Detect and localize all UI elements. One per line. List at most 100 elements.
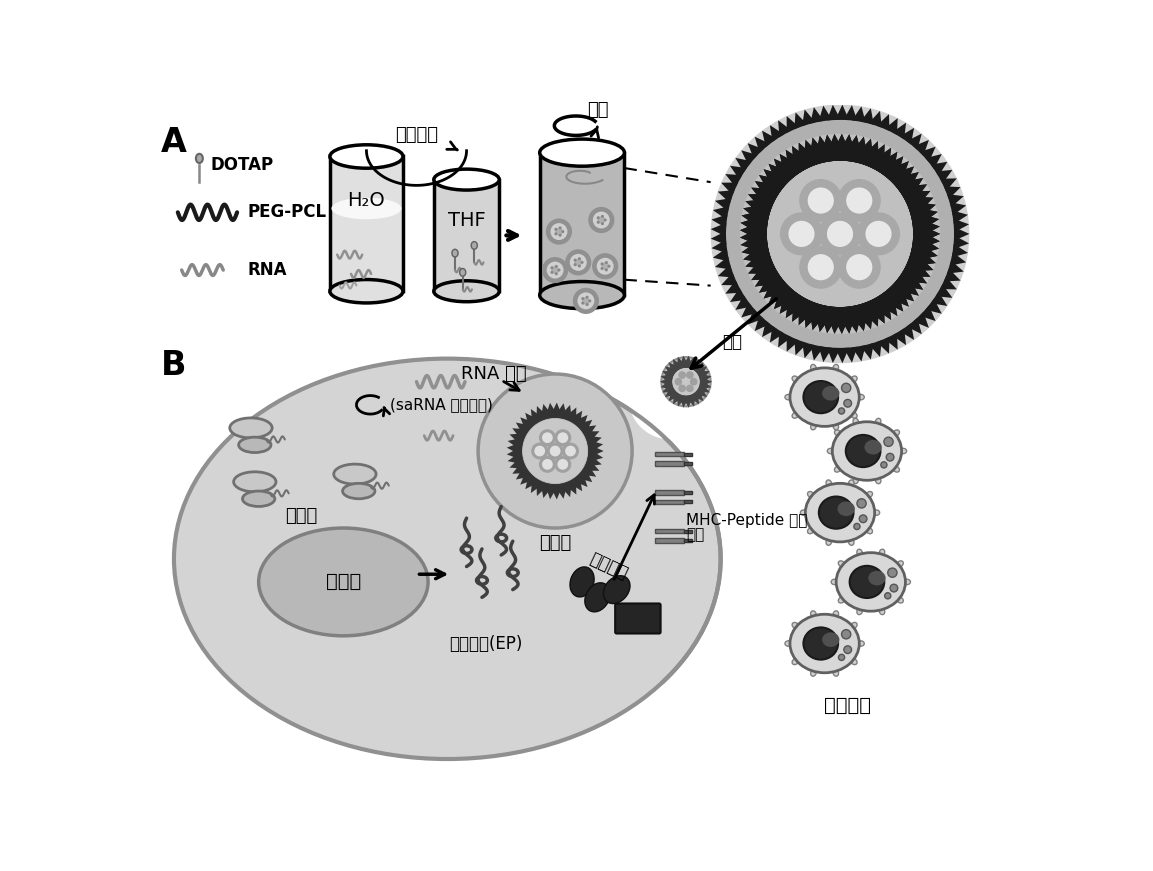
- Circle shape: [857, 499, 866, 508]
- Polygon shape: [930, 162, 948, 176]
- Polygon shape: [904, 196, 933, 219]
- Polygon shape: [747, 308, 763, 325]
- Ellipse shape: [540, 139, 625, 166]
- Circle shape: [586, 303, 589, 306]
- Polygon shape: [740, 225, 768, 249]
- Polygon shape: [886, 166, 914, 193]
- Text: THF: THF: [447, 211, 485, 230]
- Ellipse shape: [832, 670, 838, 676]
- Polygon shape: [950, 253, 966, 266]
- Circle shape: [838, 179, 881, 222]
- Polygon shape: [759, 267, 787, 293]
- Ellipse shape: [904, 579, 911, 584]
- Ellipse shape: [434, 169, 499, 190]
- Ellipse shape: [894, 430, 899, 436]
- Ellipse shape: [826, 538, 831, 545]
- Circle shape: [827, 220, 853, 247]
- Ellipse shape: [790, 614, 859, 672]
- Circle shape: [550, 271, 553, 273]
- Polygon shape: [829, 134, 853, 161]
- Circle shape: [884, 592, 891, 599]
- Ellipse shape: [880, 550, 884, 556]
- Circle shape: [551, 267, 559, 273]
- Polygon shape: [819, 135, 843, 163]
- Polygon shape: [711, 240, 728, 253]
- Polygon shape: [736, 295, 752, 310]
- Ellipse shape: [234, 472, 276, 492]
- Polygon shape: [785, 150, 811, 179]
- Polygon shape: [762, 321, 777, 337]
- Polygon shape: [876, 114, 890, 131]
- Circle shape: [522, 419, 587, 483]
- Polygon shape: [799, 295, 821, 325]
- Circle shape: [586, 295, 589, 299]
- Polygon shape: [520, 469, 536, 485]
- Polygon shape: [824, 307, 849, 334]
- Polygon shape: [794, 339, 807, 355]
- Circle shape: [593, 253, 618, 280]
- Ellipse shape: [800, 510, 807, 516]
- Polygon shape: [774, 159, 801, 187]
- Polygon shape: [824, 134, 849, 161]
- Polygon shape: [568, 475, 582, 491]
- Polygon shape: [549, 402, 563, 418]
- Ellipse shape: [851, 623, 857, 628]
- Ellipse shape: [452, 249, 458, 257]
- Bar: [655, 529, 685, 533]
- Ellipse shape: [460, 268, 466, 276]
- Polygon shape: [555, 403, 567, 420]
- Polygon shape: [882, 279, 909, 307]
- Polygon shape: [685, 357, 695, 370]
- Polygon shape: [564, 408, 576, 424]
- Circle shape: [779, 213, 823, 255]
- Circle shape: [582, 297, 589, 305]
- Ellipse shape: [434, 280, 499, 301]
- Polygon shape: [913, 222, 940, 246]
- Polygon shape: [763, 169, 792, 196]
- Circle shape: [580, 260, 583, 264]
- Circle shape: [605, 261, 608, 264]
- Polygon shape: [897, 260, 927, 283]
- Polygon shape: [785, 289, 811, 318]
- Circle shape: [562, 230, 564, 233]
- Polygon shape: [580, 463, 596, 476]
- Circle shape: [596, 216, 600, 219]
- Ellipse shape: [832, 422, 902, 480]
- Polygon shape: [730, 288, 747, 302]
- Polygon shape: [512, 461, 529, 474]
- Polygon shape: [824, 134, 849, 161]
- Polygon shape: [845, 137, 869, 165]
- Polygon shape: [510, 456, 527, 469]
- Polygon shape: [679, 355, 691, 368]
- Circle shape: [807, 254, 834, 280]
- Text: H₂O: H₂O: [347, 192, 385, 210]
- Circle shape: [857, 213, 900, 255]
- Text: RNA: RNA: [247, 261, 287, 279]
- Polygon shape: [892, 328, 906, 345]
- Polygon shape: [861, 294, 884, 323]
- Polygon shape: [700, 376, 713, 388]
- Circle shape: [842, 630, 851, 639]
- Polygon shape: [808, 300, 831, 330]
- Polygon shape: [699, 374, 711, 384]
- Polygon shape: [868, 340, 882, 357]
- Polygon shape: [740, 219, 768, 243]
- Polygon shape: [688, 359, 699, 373]
- Polygon shape: [906, 201, 936, 224]
- Polygon shape: [778, 120, 792, 137]
- Polygon shape: [808, 138, 831, 167]
- Polygon shape: [890, 172, 919, 199]
- Ellipse shape: [790, 368, 859, 427]
- Polygon shape: [868, 111, 882, 128]
- Ellipse shape: [849, 538, 854, 545]
- Ellipse shape: [880, 608, 884, 615]
- Polygon shape: [741, 235, 770, 260]
- Circle shape: [555, 265, 558, 268]
- Circle shape: [838, 408, 845, 414]
- Polygon shape: [841, 304, 864, 333]
- Polygon shape: [759, 175, 787, 200]
- Circle shape: [542, 257, 568, 283]
- Polygon shape: [711, 214, 728, 228]
- Polygon shape: [804, 140, 827, 169]
- Polygon shape: [582, 458, 600, 471]
